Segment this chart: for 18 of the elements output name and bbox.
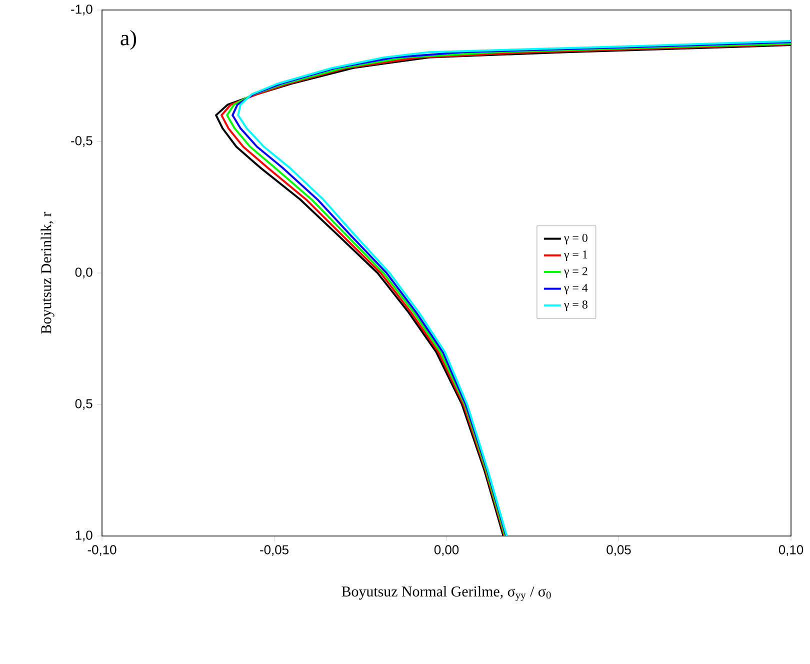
y-tick-label: -1,0 (71, 4, 92, 16)
y-tick-label: 0,0 (75, 268, 92, 278)
legend-label: γ = 0 (564, 234, 588, 244)
annotation: a) (120, 30, 136, 50)
legend-label: γ = 1 (564, 250, 588, 261)
legend-label: γ = 2 (564, 267, 588, 278)
x-tick-label: -0,10 (88, 545, 116, 556)
y-tick-label: 1,0 (76, 530, 92, 542)
x-tick-label: -0,05 (260, 545, 288, 556)
y-tick-label: 0,5 (75, 399, 92, 410)
legend-label: γ = 4 (564, 284, 588, 294)
y-axis-title: Boyutsuz Derinlik, r (40, 212, 54, 334)
x-tick-label: 0,00 (434, 545, 459, 556)
x-tick-label: 0,05 (606, 545, 631, 556)
y-tick-label: -0,5 (71, 136, 92, 147)
x-axis-title: Boyutsuz Normal Gerilme, σ$_{yy}$ / σ$_{0}$ (342, 586, 551, 601)
x-tick-label: 0,10 (778, 545, 804, 556)
legend-label: γ = 8 (564, 300, 588, 312)
